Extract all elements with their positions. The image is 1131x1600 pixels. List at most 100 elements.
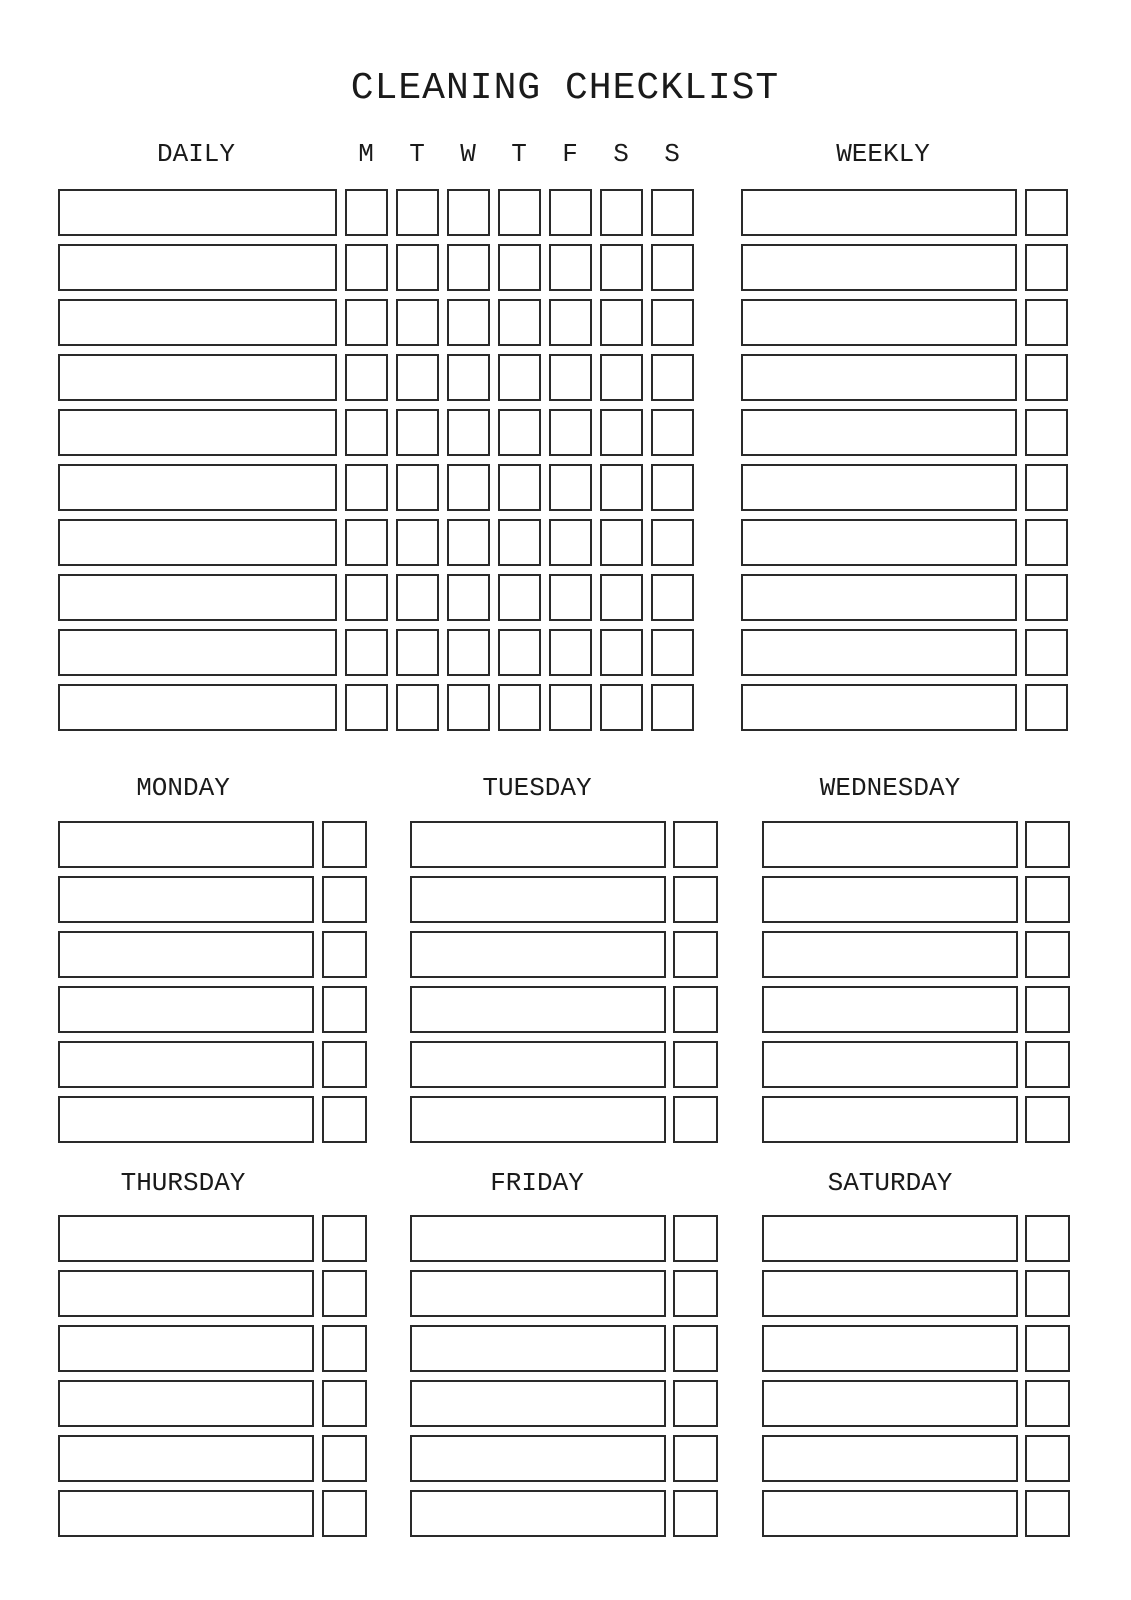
daily-checkbox[interactable] — [549, 189, 592, 236]
thursday-checkbox[interactable] — [322, 1215, 367, 1262]
wednesday-task-field[interactable] — [762, 986, 1018, 1033]
daily-checkbox[interactable] — [549, 574, 592, 621]
daily-checkbox[interactable] — [396, 409, 439, 456]
weekly-checkbox[interactable] — [1025, 464, 1068, 511]
weekly-checkbox[interactable] — [1025, 189, 1068, 236]
weekly-checkbox[interactable] — [1025, 244, 1068, 291]
daily-checkbox[interactable] — [498, 189, 541, 236]
friday-task-field[interactable] — [410, 1380, 666, 1427]
weekly-task-field[interactable] — [741, 629, 1017, 676]
friday-task-field[interactable] — [410, 1215, 666, 1262]
daily-checkbox[interactable] — [396, 629, 439, 676]
thursday-task-field[interactable] — [58, 1215, 314, 1262]
daily-checkbox[interactable] — [498, 354, 541, 401]
tuesday-task-field[interactable] — [410, 931, 666, 978]
weekly-task-field[interactable] — [741, 684, 1017, 731]
daily-checkbox[interactable] — [345, 354, 388, 401]
weekly-checkbox[interactable] — [1025, 299, 1068, 346]
daily-checkbox[interactable] — [345, 684, 388, 731]
friday-checkbox[interactable] — [673, 1270, 718, 1317]
daily-checkbox[interactable] — [498, 244, 541, 291]
weekly-checkbox[interactable] — [1025, 574, 1068, 621]
daily-checkbox[interactable] — [447, 244, 490, 291]
friday-checkbox[interactable] — [673, 1325, 718, 1372]
daily-checkbox[interactable] — [651, 629, 694, 676]
daily-checkbox[interactable] — [600, 464, 643, 511]
daily-task-field[interactable] — [58, 189, 337, 236]
friday-checkbox[interactable] — [673, 1215, 718, 1262]
daily-checkbox[interactable] — [651, 189, 694, 236]
weekly-task-field[interactable] — [741, 574, 1017, 621]
wednesday-task-field[interactable] — [762, 1096, 1018, 1143]
friday-task-field[interactable] — [410, 1325, 666, 1372]
tuesday-task-field[interactable] — [410, 821, 666, 868]
saturday-task-field[interactable] — [762, 1435, 1018, 1482]
monday-checkbox[interactable] — [322, 821, 367, 868]
daily-checkbox[interactable] — [549, 299, 592, 346]
daily-checkbox[interactable] — [345, 464, 388, 511]
thursday-checkbox[interactable] — [322, 1490, 367, 1537]
daily-checkbox[interactable] — [549, 409, 592, 456]
daily-checkbox[interactable] — [396, 684, 439, 731]
friday-checkbox[interactable] — [673, 1490, 718, 1537]
daily-checkbox[interactable] — [498, 519, 541, 566]
wednesday-task-field[interactable] — [762, 1041, 1018, 1088]
daily-checkbox[interactable] — [600, 629, 643, 676]
daily-checkbox[interactable] — [447, 409, 490, 456]
weekly-task-field[interactable] — [741, 519, 1017, 566]
daily-task-field[interactable] — [58, 629, 337, 676]
monday-checkbox[interactable] — [322, 986, 367, 1033]
tuesday-checkbox[interactable] — [673, 1096, 718, 1143]
daily-checkbox[interactable] — [345, 189, 388, 236]
friday-checkbox[interactable] — [673, 1380, 718, 1427]
tuesday-task-field[interactable] — [410, 1041, 666, 1088]
saturday-task-field[interactable] — [762, 1270, 1018, 1317]
saturday-checkbox[interactable] — [1025, 1270, 1070, 1317]
daily-task-field[interactable] — [58, 684, 337, 731]
weekly-task-field[interactable] — [741, 299, 1017, 346]
daily-checkbox[interactable] — [651, 244, 694, 291]
weekly-task-field[interactable] — [741, 354, 1017, 401]
daily-checkbox[interactable] — [651, 464, 694, 511]
weekly-task-field[interactable] — [741, 244, 1017, 291]
daily-checkbox[interactable] — [498, 629, 541, 676]
daily-checkbox[interactable] — [396, 189, 439, 236]
daily-task-field[interactable] — [58, 464, 337, 511]
daily-checkbox[interactable] — [549, 629, 592, 676]
daily-checkbox[interactable] — [549, 519, 592, 566]
monday-checkbox[interactable] — [322, 876, 367, 923]
daily-checkbox[interactable] — [600, 684, 643, 731]
daily-checkbox[interactable] — [600, 519, 643, 566]
weekly-checkbox[interactable] — [1025, 519, 1068, 566]
daily-task-field[interactable] — [58, 354, 337, 401]
daily-checkbox[interactable] — [549, 464, 592, 511]
monday-task-field[interactable] — [58, 1041, 314, 1088]
tuesday-checkbox[interactable] — [673, 986, 718, 1033]
thursday-checkbox[interactable] — [322, 1270, 367, 1317]
saturday-checkbox[interactable] — [1025, 1325, 1070, 1372]
tuesday-checkbox[interactable] — [673, 821, 718, 868]
daily-checkbox[interactable] — [651, 354, 694, 401]
thursday-checkbox[interactable] — [322, 1325, 367, 1372]
thursday-task-field[interactable] — [58, 1490, 314, 1537]
monday-task-field[interactable] — [58, 1096, 314, 1143]
saturday-checkbox[interactable] — [1025, 1215, 1070, 1262]
daily-checkbox[interactable] — [345, 244, 388, 291]
saturday-checkbox[interactable] — [1025, 1380, 1070, 1427]
friday-checkbox[interactable] — [673, 1435, 718, 1482]
daily-checkbox[interactable] — [600, 409, 643, 456]
tuesday-checkbox[interactable] — [673, 876, 718, 923]
daily-checkbox[interactable] — [447, 299, 490, 346]
daily-checkbox[interactable] — [345, 409, 388, 456]
tuesday-task-field[interactable] — [410, 876, 666, 923]
weekly-checkbox[interactable] — [1025, 354, 1068, 401]
monday-checkbox[interactable] — [322, 931, 367, 978]
friday-task-field[interactable] — [410, 1490, 666, 1537]
weekly-task-field[interactable] — [741, 409, 1017, 456]
daily-task-field[interactable] — [58, 519, 337, 566]
daily-checkbox[interactable] — [345, 519, 388, 566]
weekly-task-field[interactable] — [741, 464, 1017, 511]
tuesday-task-field[interactable] — [410, 986, 666, 1033]
daily-checkbox[interactable] — [651, 299, 694, 346]
wednesday-task-field[interactable] — [762, 821, 1018, 868]
